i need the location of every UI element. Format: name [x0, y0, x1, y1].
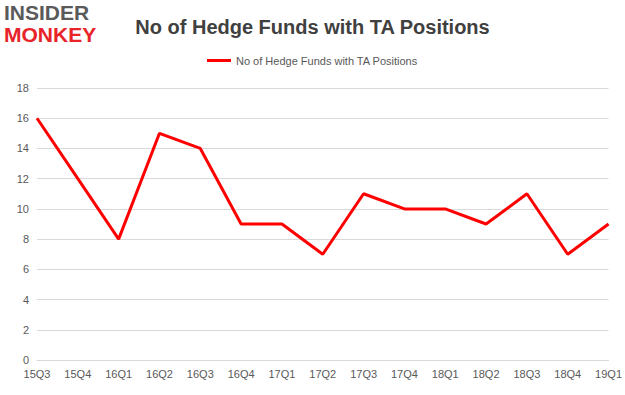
svg-text:No of Hedge Funds with TA Posi: No of Hedge Funds with TA Positions — [135, 16, 489, 38]
svg-text:18Q4: 18Q4 — [554, 368, 581, 380]
svg-text:15Q3: 15Q3 — [24, 368, 51, 380]
svg-text:16Q4: 16Q4 — [228, 368, 255, 380]
svg-text:17Q4: 17Q4 — [391, 368, 418, 380]
svg-text:17Q1: 17Q1 — [268, 368, 295, 380]
svg-text:18Q2: 18Q2 — [473, 368, 500, 380]
svg-text:16: 16 — [17, 112, 29, 124]
svg-text:16Q2: 16Q2 — [146, 368, 173, 380]
svg-text:18Q3: 18Q3 — [513, 368, 540, 380]
svg-text:MONKEY: MONKEY — [4, 23, 96, 46]
svg-text:12: 12 — [17, 173, 29, 185]
svg-text:INSIDER: INSIDER — [4, 1, 89, 24]
svg-text:14: 14 — [17, 142, 29, 154]
svg-text:10: 10 — [17, 203, 29, 215]
svg-text:17Q3: 17Q3 — [350, 368, 377, 380]
svg-text:19Q1: 19Q1 — [595, 368, 622, 380]
svg-text:No of Hedge Funds with TA Posi: No of Hedge Funds with TA Positions — [236, 55, 418, 67]
svg-text:2: 2 — [23, 324, 29, 336]
svg-text:17Q2: 17Q2 — [309, 368, 336, 380]
svg-text:18: 18 — [17, 82, 29, 94]
svg-text:6: 6 — [23, 263, 29, 275]
svg-text:18Q1: 18Q1 — [432, 368, 459, 380]
svg-text:16Q3: 16Q3 — [187, 368, 214, 380]
svg-text:16Q1: 16Q1 — [105, 368, 132, 380]
svg-text:0: 0 — [23, 354, 29, 366]
svg-text:4: 4 — [23, 294, 29, 306]
svg-text:15Q4: 15Q4 — [64, 368, 91, 380]
svg-text:8: 8 — [23, 233, 29, 245]
